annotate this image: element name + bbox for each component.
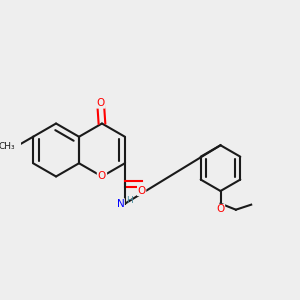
- Text: CH₃: CH₃: [0, 142, 15, 151]
- Text: O: O: [216, 204, 225, 214]
- Text: N: N: [117, 199, 124, 209]
- Text: O: O: [96, 98, 105, 108]
- Text: O: O: [98, 172, 106, 182]
- Text: H: H: [126, 196, 133, 205]
- Text: O: O: [137, 186, 146, 196]
